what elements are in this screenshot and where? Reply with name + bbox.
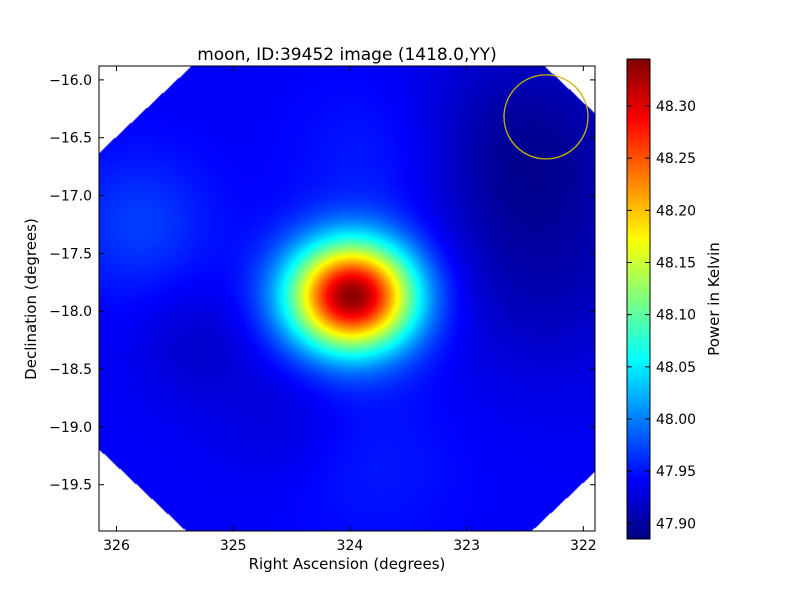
y-tick-label: −19.0 [49, 420, 92, 436]
y-axis-label: Declination (degrees) [22, 218, 40, 380]
colorbar-tick-label: 48.25 [656, 151, 696, 167]
colorbar-ticks: 47.90 47.95 48.00 48.05 48.10 48.15 48.20 48.25… [627, 99, 696, 532]
colorbar-tick-label: 48.10 [656, 308, 696, 324]
y-tick-label: −16.0 [49, 73, 92, 89]
colorbar-tick-label: 48.05 [656, 360, 696, 376]
y-tick-label: −17.5 [49, 246, 92, 262]
x-tick-label: 322 [570, 538, 597, 554]
y-tick-label: −17.0 [49, 189, 92, 205]
plot-area [98, 65, 596, 532]
y-tick-label: −19.5 [49, 478, 92, 494]
beam-circle-annotation [503, 74, 589, 160]
colorbar-tick-label: 48.30 [656, 99, 696, 115]
x-tick-label: 326 [103, 538, 130, 554]
chart-title: moon, ID:39452 image (1418.0,YY) [197, 45, 497, 65]
x-tick-label: 324 [337, 538, 364, 554]
colorbar-tick-label: 48.20 [656, 203, 696, 219]
colorbar-tick-label: 48.00 [656, 412, 696, 428]
y-tick-label: −16.5 [49, 131, 92, 147]
colorbar-tick-label: 48.15 [656, 255, 696, 271]
x-tick-label: 323 [453, 538, 480, 554]
y-tick-label: −18.0 [49, 304, 92, 320]
colorbar-tick-label: 47.95 [656, 464, 696, 480]
heatmap-image [99, 66, 595, 531]
colorbar-frame [626, 58, 651, 540]
y-tick-label: −18.5 [49, 362, 92, 378]
x-axis-ticks: 326 325 324 323 322 [103, 66, 597, 554]
colorbar: 47.90 47.95 48.00 48.05 48.10 48.15 48.20 48.25… [626, 58, 723, 540]
y-axis-ticks: −16.0 −16.5 −17.0 −17.5 −18.0 −18.5 −19.0 −19.5 [49, 73, 595, 494]
plot-frame [98, 65, 596, 532]
x-axis-label: Right Ascension (degrees) [249, 555, 446, 573]
colorbar-gradient [627, 59, 650, 539]
colorbar-label: Power in Kelvin [705, 242, 723, 356]
x-tick-label: 325 [220, 538, 247, 554]
colorbar-tick-label: 47.90 [656, 516, 696, 532]
